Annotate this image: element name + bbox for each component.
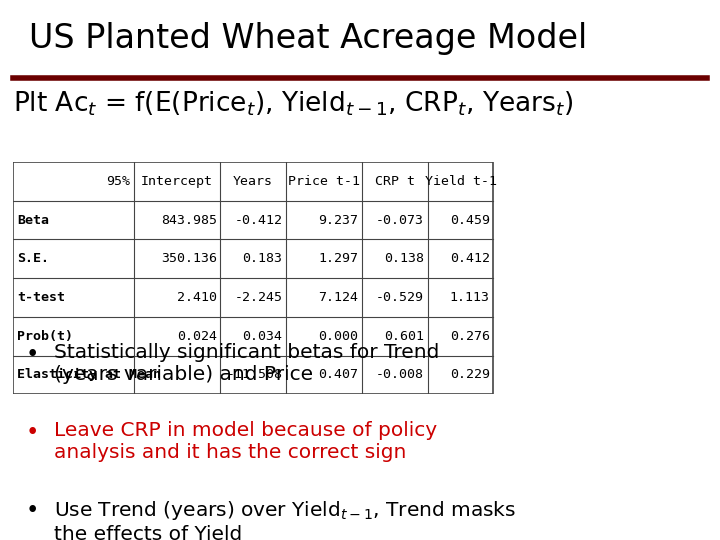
Text: •: •	[25, 343, 39, 366]
Text: 0.412: 0.412	[450, 252, 490, 265]
Text: Years: Years	[233, 175, 273, 188]
Text: Plt Ac$_t$ = f(E(Price$_t$), Yield$_{t-1}$, CRP$_t$, Years$_t$): Plt Ac$_t$ = f(E(Price$_t$), Yield$_{t-1…	[13, 89, 573, 118]
Text: 0.034: 0.034	[243, 329, 282, 343]
Text: Use Trend (years) over Yield$_{t-1}$, Trend masks
the effects of Yield: Use Trend (years) over Yield$_{t-1}$, Tr…	[54, 500, 516, 540]
Text: Price t-1: Price t-1	[288, 175, 360, 188]
Text: Prob(t): Prob(t)	[17, 329, 73, 343]
Text: •: •	[25, 500, 39, 523]
Text: S.E.: S.E.	[17, 252, 49, 265]
Text: Intercept: Intercept	[141, 175, 213, 188]
Text: 350.136: 350.136	[161, 252, 217, 265]
Text: 0.459: 0.459	[450, 213, 490, 227]
Text: 843.985: 843.985	[161, 213, 217, 227]
Text: -0.008: -0.008	[377, 368, 424, 381]
Text: -0.412: -0.412	[235, 213, 282, 227]
Text: Beta: Beta	[17, 213, 49, 227]
Text: Leave CRP in model because of policy
analysis and it has the correct sign: Leave CRP in model because of policy ana…	[54, 421, 437, 462]
Text: Yield t-1: Yield t-1	[425, 175, 497, 188]
Text: t-test: t-test	[17, 291, 65, 304]
Text: -0.529: -0.529	[377, 291, 424, 304]
Text: 0.024: 0.024	[177, 329, 217, 343]
Text: -11.508: -11.508	[227, 368, 282, 381]
Text: 0.000: 0.000	[318, 329, 359, 343]
Text: 0.229: 0.229	[450, 368, 490, 381]
Text: -0.073: -0.073	[377, 213, 424, 227]
Text: 0.276: 0.276	[450, 329, 490, 343]
Text: 9.237: 9.237	[318, 213, 359, 227]
Text: Statistically significant betas for Trend
(years variable) and Price: Statistically significant betas for Tren…	[54, 343, 439, 384]
Text: US Planted Wheat Acreage Model: US Planted Wheat Acreage Model	[29, 22, 587, 55]
Text: 1.297: 1.297	[318, 252, 359, 265]
Text: 0.601: 0.601	[384, 329, 424, 343]
Text: 1.113: 1.113	[450, 291, 490, 304]
Text: Elasticity at Mean: Elasticity at Mean	[17, 368, 161, 381]
Text: 0.138: 0.138	[384, 252, 424, 265]
Text: 95%: 95%	[107, 175, 130, 188]
Text: 2.410: 2.410	[177, 291, 217, 304]
Text: -2.245: -2.245	[235, 291, 282, 304]
Text: 0.183: 0.183	[243, 252, 282, 265]
Text: CRP t: CRP t	[375, 175, 415, 188]
Text: •: •	[25, 421, 39, 444]
Text: 0.407: 0.407	[318, 368, 359, 381]
Bar	[13, 162, 493, 394]
Text: 7.124: 7.124	[318, 291, 359, 304]
